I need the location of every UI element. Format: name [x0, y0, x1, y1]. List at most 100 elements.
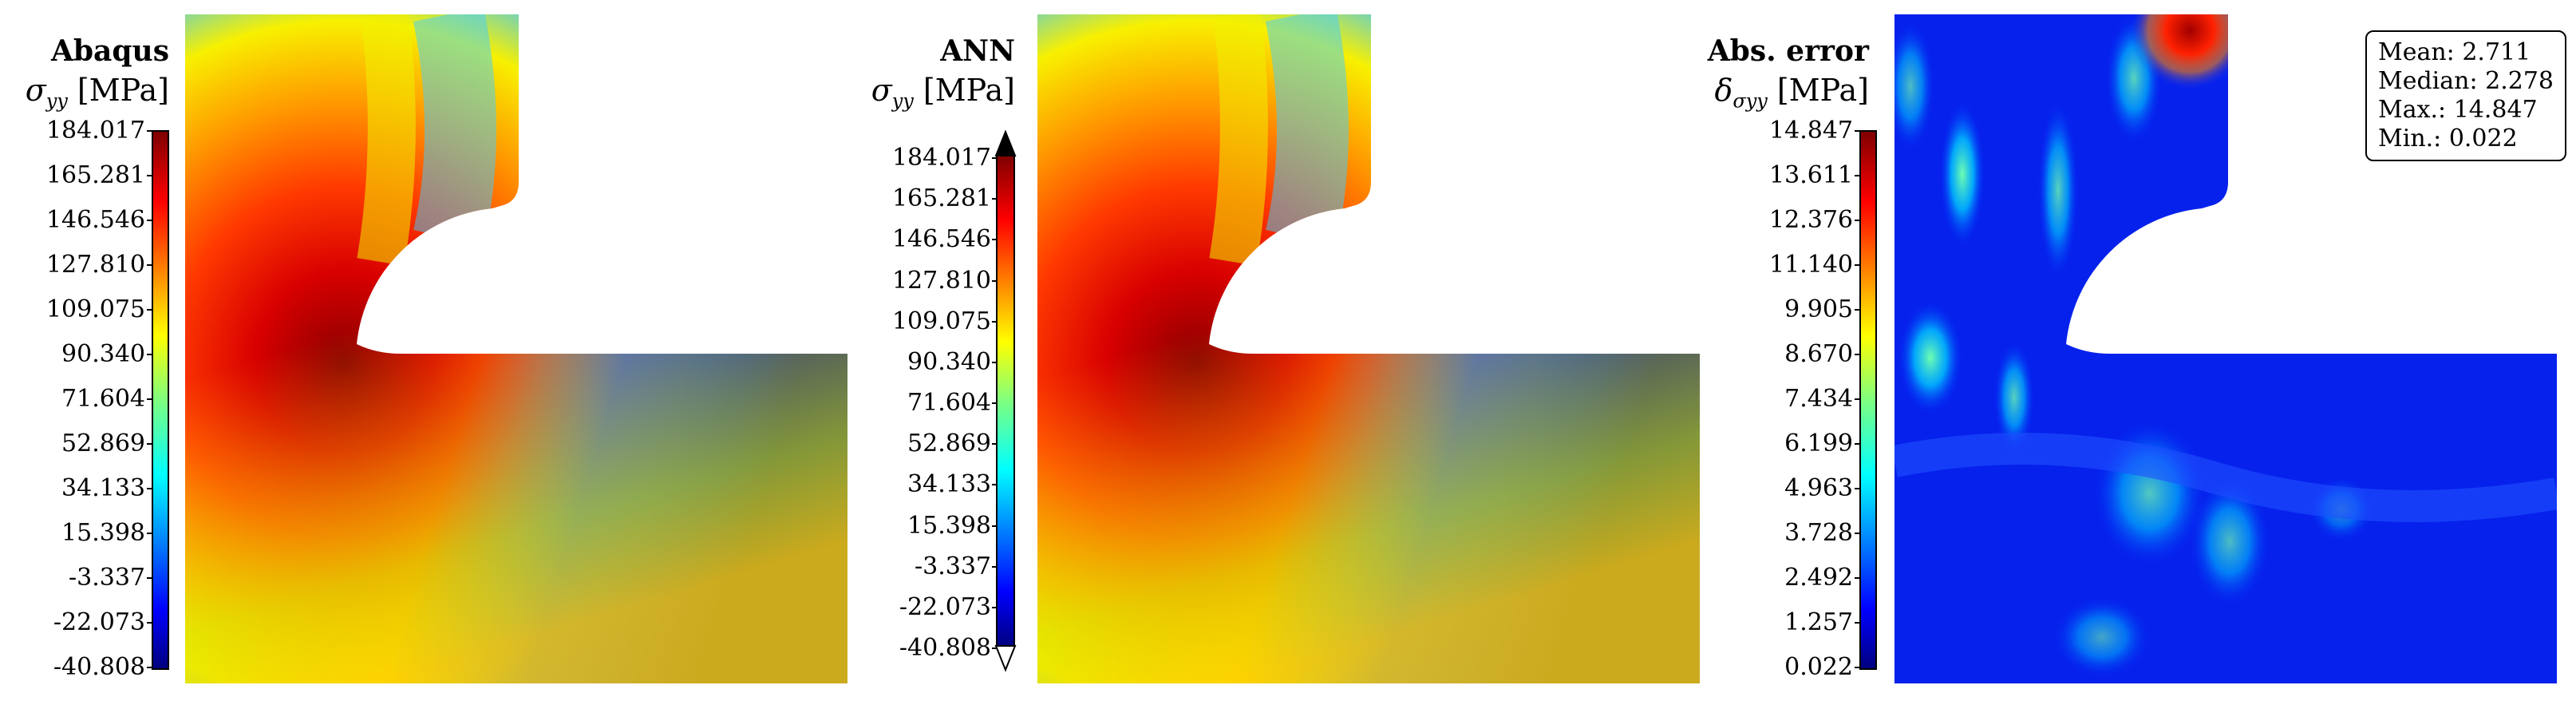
stat-mean: Mean: 2.711 [2378, 38, 2531, 66]
colorbar-tick-mark [992, 606, 997, 608]
colorbar-tick-mark [992, 443, 997, 446]
colorbar-tick-mark [147, 577, 152, 579]
colorbar-tick-mark [992, 198, 997, 200]
quantity-label: δσyy [MPa] [1700, 73, 1869, 118]
colorbar-tick-label: 4.963 [1784, 474, 1853, 502]
colorbar-tick-label: -22.073 [899, 592, 991, 621]
colorbar-tick-label: 146.546 [891, 225, 991, 254]
stat-min: Min.: 0.022 [2378, 125, 2518, 152]
colorbar-tick-label: -3.337 [914, 552, 991, 580]
quantity-subscript: yy [891, 89, 914, 113]
colorbar-tick-label: 2.492 [1784, 564, 1853, 592]
colorbar-tick-mark [1855, 667, 1859, 668]
colorbar-tick-mark [992, 525, 997, 527]
panel-abaqus: Abaqus σyy [MPa] 184.017 165.281 146.546 12… [0, 0, 870, 701]
colorbar-tick-label: -3.337 [68, 564, 145, 592]
colorbar-tick-mark [1855, 354, 1859, 355]
colorbar-tick-mark [1855, 130, 1859, 132]
colorbar-tick-mark [1855, 622, 1859, 624]
colorbar-tick-label: 184.017 [45, 117, 145, 145]
colorbar-tick-mark [1855, 577, 1859, 579]
colorbar-tick-mark [992, 565, 997, 568]
colorbar-tick-mark [992, 402, 997, 404]
colorbar-tick-mark [1855, 175, 1859, 176]
colorbar-tick-mark [992, 320, 997, 323]
colorbar-tick-label: -40.808 [53, 653, 145, 681]
colorbar-tick-mark [992, 484, 997, 486]
panel-ann: ANN σyy [MPa] 184.017 165.281 146.546 127.8… [846, 0, 1716, 701]
quantity-label: σyy [MPa] [0, 73, 169, 118]
colorbar-tick-mark [992, 648, 997, 649]
colorbar-tick-label: 165.281 [45, 161, 145, 189]
colorbar-tick-label: 12.376 [1769, 206, 1853, 234]
colorbar-tick-mark [1855, 443, 1859, 445]
colorbar-tick-mark [147, 622, 152, 624]
colorbar-tick-label: 90.340 [907, 347, 991, 376]
colorbar [152, 130, 169, 670]
colorbar-tick-mark [147, 667, 152, 668]
colorbar-tick-mark [147, 309, 152, 311]
colorbar-tick-mark [147, 354, 152, 355]
stat-median: Median: 2.278 [2378, 67, 2554, 95]
colorbar-tick-mark [147, 175, 152, 176]
colorbar-tick-label: 109.075 [45, 295, 145, 323]
colorbar-tick-mark [147, 264, 152, 266]
colorbar-tick-mark [147, 533, 152, 534]
colorbar-tick-label: 127.810 [45, 251, 145, 279]
colorbar-tick-label: 146.546 [45, 206, 145, 234]
colorbar-tick-mark [1855, 264, 1859, 266]
colorbar-tick-label: 15.398 [61, 519, 145, 547]
quantity-symbol: σ [871, 73, 892, 108]
colorbar-tick-label: 0.022 [1784, 653, 1853, 681]
colorbar-tick-label: 71.604 [907, 389, 991, 417]
colorbar-tick-label: 9.905 [1784, 295, 1853, 323]
colorbar-tick-label: 15.398 [907, 511, 991, 540]
colorbar-tick-mark [992, 239, 997, 241]
colorbar-tick-label: 71.604 [61, 385, 145, 413]
quantity-subscript: yy [45, 89, 68, 113]
unit-label: [MPa] [1776, 73, 1869, 108]
unit-label: [MPa] [923, 73, 1015, 108]
colorbar-tick-label: 184.017 [891, 144, 991, 172]
colorbar-tick-mark [147, 443, 152, 445]
colorbar-tick-label: 90.340 [61, 340, 145, 368]
quantity-symbol: δ [1714, 73, 1733, 108]
colorbar [1859, 130, 1877, 670]
panel-title: Abs. error [1707, 34, 1869, 68]
colorbar-tick-label: 165.281 [891, 184, 991, 213]
colorbar-tick-label: 34.133 [61, 474, 145, 502]
colorbar-tick-label: 52.869 [907, 430, 991, 458]
panel-title: Abaqus [50, 34, 169, 68]
colorbar-tick-mark [147, 130, 152, 132]
stress-field-ann [1037, 14, 1700, 683]
colorbar-tick-label: 1.257 [1784, 608, 1853, 636]
panel-title: ANN [940, 34, 1015, 68]
colorbar-tick-label: 11.140 [1769, 251, 1853, 279]
colorbar-tick-label: 3.728 [1784, 519, 1853, 547]
colorbar-tick-mark [1855, 488, 1859, 489]
colorbar-tick-mark [992, 279, 997, 282]
colorbar-tick-label: 8.670 [1784, 340, 1853, 368]
stress-field-abaqus [185, 14, 847, 683]
quantity-subscript: σyy [1732, 89, 1768, 113]
colorbar-tick-label: 109.075 [891, 307, 991, 335]
colorbar-tick-label: 52.869 [61, 430, 145, 457]
quantity-label: σyy [MPa] [846, 73, 1015, 118]
colorbar-tick-label: 13.611 [1769, 161, 1853, 189]
stats-legend: Mean: 2.711 Median: 2.278 Max.: 14.847 M… [2365, 30, 2567, 161]
colorbar-tick-mark [992, 157, 997, 159]
colorbar-tick-label: -22.073 [53, 608, 145, 636]
colorbar-tick-mark [147, 398, 152, 400]
colorbar-tick-label: 6.199 [1784, 430, 1853, 457]
colorbar-tick-mark [1855, 398, 1859, 400]
stat-max: Max.: 14.847 [2378, 96, 2538, 124]
colorbar-tick-mark [992, 361, 997, 363]
colorbar-tick-mark [1855, 220, 1859, 221]
colorbar-tick-mark [147, 220, 152, 221]
panel-error: Abs. error δσyy [MPa] 14.847 13.611 12.376… [1700, 0, 2576, 701]
colorbar-extend-arrows [994, 130, 1017, 672]
colorbar-tick-label: 127.810 [891, 266, 991, 295]
colorbar-tick-label: 34.133 [907, 470, 991, 499]
colorbar-tick-mark [147, 488, 152, 489]
colorbar-tick-label: -40.808 [899, 634, 991, 662]
